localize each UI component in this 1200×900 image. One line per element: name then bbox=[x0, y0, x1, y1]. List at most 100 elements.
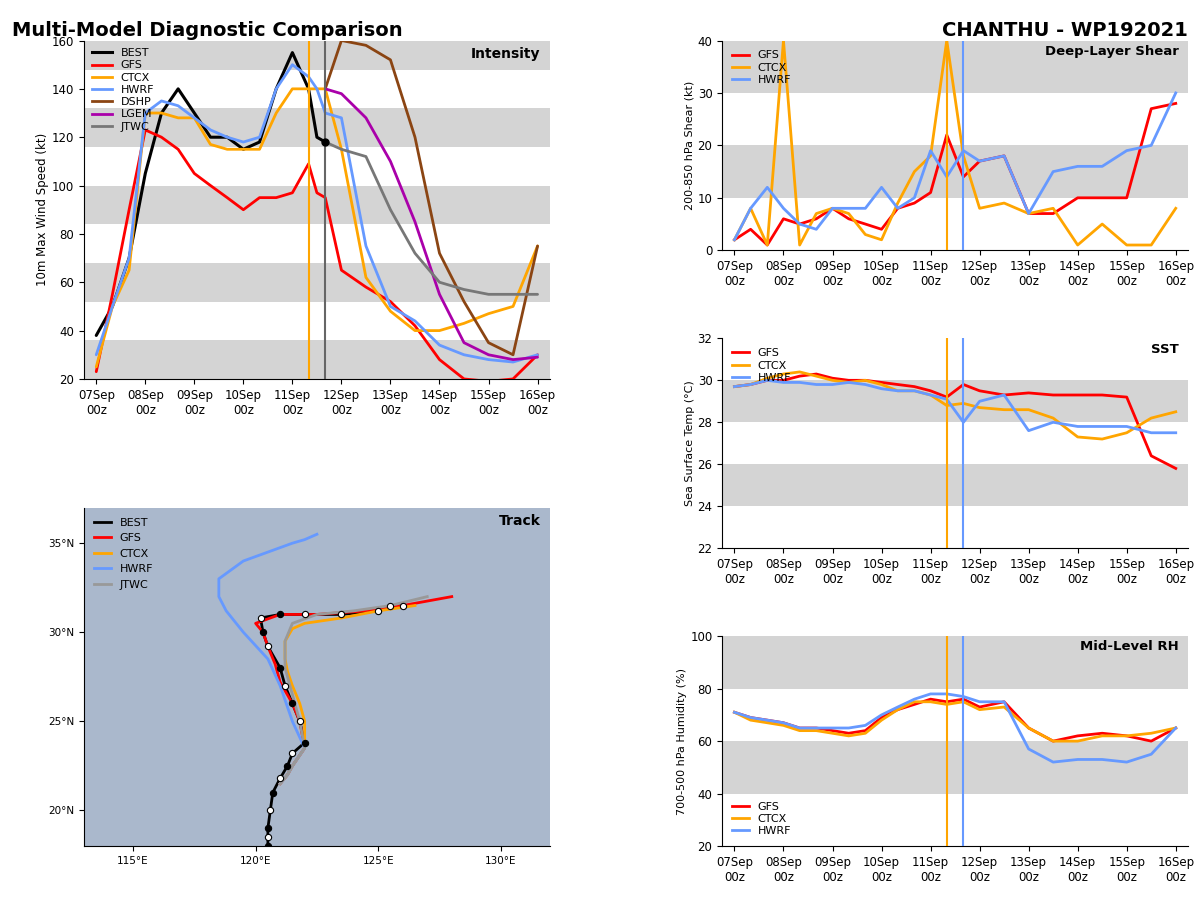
Bar bbox=[84, 108, 550, 147]
JTWC bbox=[278, 635, 293, 646]
Bar bbox=[84, 263, 550, 302]
Bar bbox=[84, 340, 550, 379]
BEST bbox=[272, 662, 287, 673]
GFS bbox=[293, 716, 307, 726]
Bar bbox=[84, 69, 550, 108]
BEST bbox=[260, 641, 275, 652]
Legend: BEST, GFS, CTCX, HWRF, JTWC: BEST, GFS, CTCX, HWRF, JTWC bbox=[90, 513, 157, 594]
Bar bbox=[722, 794, 1188, 846]
Text: CHANTHU - WP192021: CHANTHU - WP192021 bbox=[942, 21, 1188, 40]
HWRF bbox=[211, 573, 226, 584]
GFS bbox=[444, 591, 458, 602]
Bar bbox=[722, 381, 1188, 422]
HWRF bbox=[286, 760, 300, 771]
HWRF bbox=[236, 555, 251, 566]
HWRF bbox=[218, 606, 233, 616]
BEST bbox=[298, 737, 312, 748]
GFS bbox=[272, 778, 287, 789]
BEST bbox=[265, 788, 280, 798]
CTCX bbox=[286, 624, 300, 634]
Bar bbox=[84, 224, 550, 263]
HWRF bbox=[310, 529, 324, 540]
GFS bbox=[286, 698, 300, 709]
JTWC bbox=[278, 662, 293, 673]
JTWC bbox=[286, 689, 300, 700]
Line: JTWC: JTWC bbox=[280, 597, 427, 784]
Text: Track: Track bbox=[499, 514, 540, 528]
Line: BEST: BEST bbox=[260, 606, 403, 846]
Text: Mid-Level RH: Mid-Level RH bbox=[1080, 641, 1178, 653]
HWRF bbox=[260, 546, 275, 557]
BEST bbox=[371, 606, 385, 616]
Legend: GFS, CTCX, HWRF: GFS, CTCX, HWRF bbox=[727, 797, 796, 841]
Bar bbox=[722, 198, 1188, 250]
GFS bbox=[396, 600, 410, 611]
BEST bbox=[335, 609, 349, 620]
BEST bbox=[253, 613, 268, 624]
GFS bbox=[281, 770, 295, 780]
HWRF bbox=[298, 535, 312, 545]
Bar bbox=[722, 464, 1188, 506]
JTWC bbox=[383, 600, 397, 611]
CTCX bbox=[408, 600, 422, 611]
BEST bbox=[272, 609, 287, 620]
HWRF bbox=[272, 680, 287, 691]
JTWC bbox=[420, 591, 434, 602]
CTCX bbox=[298, 618, 312, 629]
JTWC bbox=[272, 778, 287, 789]
HWRF bbox=[286, 716, 300, 726]
CTCX bbox=[281, 770, 295, 780]
Y-axis label: 10m Max Wind Speed (kt): 10m Max Wind Speed (kt) bbox=[36, 133, 49, 286]
JTWC bbox=[298, 742, 312, 753]
GFS bbox=[359, 606, 373, 616]
GFS bbox=[256, 626, 270, 637]
GFS bbox=[298, 742, 312, 753]
GFS bbox=[310, 609, 324, 620]
Bar bbox=[722, 422, 1188, 464]
HWRF bbox=[236, 626, 251, 637]
CTCX bbox=[298, 716, 312, 726]
GFS bbox=[272, 677, 287, 688]
Line: GFS: GFS bbox=[256, 597, 451, 784]
Line: CTCX: CTCX bbox=[280, 606, 415, 784]
JTWC bbox=[286, 618, 300, 629]
JTWC bbox=[293, 716, 307, 726]
HWRF bbox=[281, 770, 295, 780]
JTWC bbox=[347, 606, 361, 616]
BEST bbox=[260, 823, 275, 833]
Bar bbox=[84, 147, 550, 185]
BEST bbox=[286, 748, 300, 759]
Text: SST: SST bbox=[1151, 343, 1178, 356]
GFS bbox=[248, 618, 263, 629]
BEST bbox=[260, 841, 275, 851]
Bar bbox=[722, 506, 1188, 548]
BEST bbox=[278, 680, 293, 691]
Text: CIRA: CIRA bbox=[31, 862, 65, 875]
BEST bbox=[293, 716, 307, 726]
GFS bbox=[272, 609, 287, 620]
Bar bbox=[722, 636, 1188, 688]
BEST bbox=[396, 600, 410, 611]
CTCX bbox=[281, 666, 295, 677]
CTCX bbox=[298, 742, 312, 753]
HWRF bbox=[286, 538, 300, 549]
CTCX bbox=[286, 760, 300, 771]
CTCX bbox=[371, 606, 385, 616]
HWRF bbox=[211, 591, 226, 602]
Bar bbox=[722, 40, 1188, 93]
Y-axis label: Sea Surface Temp (°C): Sea Surface Temp (°C) bbox=[685, 381, 695, 506]
CTCX bbox=[293, 698, 307, 709]
Y-axis label: 200-850 hPa Shear (kt): 200-850 hPa Shear (kt) bbox=[685, 81, 695, 210]
Bar bbox=[722, 146, 1188, 198]
Bar bbox=[84, 40, 550, 69]
BEST bbox=[281, 760, 295, 771]
JTWC bbox=[281, 770, 295, 780]
HWRF bbox=[298, 742, 312, 753]
JTWC bbox=[286, 760, 300, 771]
GFS bbox=[268, 659, 282, 670]
Bar bbox=[722, 93, 1188, 146]
HWRF bbox=[272, 778, 287, 789]
Legend: GFS, CTCX, HWRF: GFS, CTCX, HWRF bbox=[727, 46, 796, 89]
CTCX bbox=[272, 778, 287, 789]
BEST bbox=[383, 600, 397, 611]
